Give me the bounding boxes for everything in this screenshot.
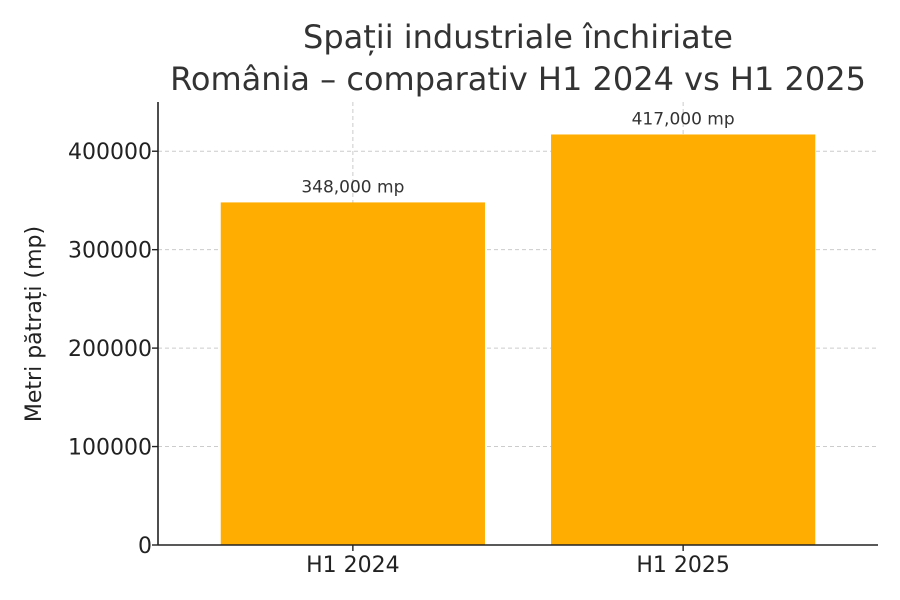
x-ticks: H1 2024 H1 2025 (306, 545, 730, 578)
data-labels: 348,000 mp 417,000 mp (301, 109, 734, 197)
bar-h1-2024 (220, 202, 485, 545)
axes (157, 102, 878, 546)
data-label-0: 348,000 mp (301, 177, 404, 197)
data-label-1: 417,000 mp (632, 109, 735, 129)
y-tick-label-3: 300000 (68, 239, 152, 264)
bar-h1-2025 (551, 134, 816, 545)
y-tick-label-0: 0 (138, 534, 152, 559)
x-tick-label-0: H1 2024 (306, 553, 400, 578)
chart-title-line-2: România – comparativ H1 2024 vs H1 2025 (170, 60, 866, 98)
y-axis-label: Metri pătrați (mp) (22, 226, 47, 422)
y-ticks: 0 100000 200000 300000 400000 (68, 140, 158, 559)
x-tick-label-1: H1 2025 (636, 553, 730, 578)
y-tick-label-1: 100000 (68, 436, 152, 461)
y-tick-label-4: 400000 (68, 140, 152, 165)
bars (220, 134, 816, 545)
chart-title-line-1: Spații industriale închiriate (303, 18, 733, 56)
y-tick-label-2: 200000 (68, 337, 152, 362)
